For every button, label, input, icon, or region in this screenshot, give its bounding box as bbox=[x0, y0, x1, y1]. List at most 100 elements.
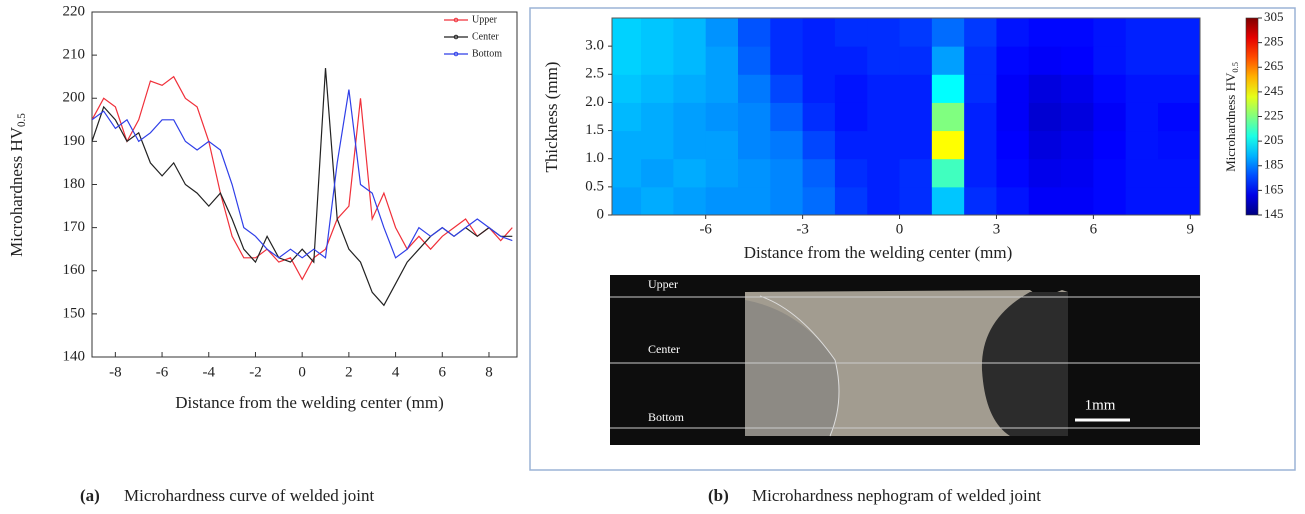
heatmap-cell bbox=[770, 102, 804, 132]
heatmap-cell bbox=[964, 130, 997, 160]
heatmap-cell bbox=[641, 18, 674, 47]
heatmap-cell bbox=[641, 130, 674, 160]
heatmap-cell bbox=[834, 46, 868, 75]
colorbar-tick-label: 145 bbox=[1264, 206, 1284, 221]
heatmap-cell bbox=[899, 102, 933, 132]
heatmap-cell bbox=[705, 46, 739, 75]
colorbar-tick-label: 225 bbox=[1264, 107, 1284, 122]
heatmap-cell bbox=[738, 102, 771, 132]
x-tick-label: 2 bbox=[345, 364, 353, 380]
y-tick-label: 1.5 bbox=[585, 122, 604, 138]
heatmap-cell bbox=[612, 158, 642, 188]
heatmap-cell bbox=[1028, 46, 1062, 75]
heatmap-cell bbox=[867, 74, 901, 103]
x-axis-label: Distance from the welding center (mm) bbox=[744, 243, 1013, 262]
heatmap-cell bbox=[834, 158, 868, 188]
series-line bbox=[92, 68, 513, 307]
colorbar-tick-label: 285 bbox=[1264, 34, 1284, 49]
heatmap-cells bbox=[612, 18, 1200, 215]
heatmap-cell bbox=[612, 102, 642, 132]
heatmap-cell bbox=[1061, 18, 1094, 47]
heatmap-cell bbox=[834, 130, 868, 160]
heatmap-cell bbox=[1061, 158, 1094, 188]
heatmap-cell bbox=[964, 158, 997, 188]
heatmap-cell bbox=[996, 130, 1030, 160]
x-tick-label: 0 bbox=[298, 364, 306, 380]
caption-label: (b) bbox=[708, 486, 729, 505]
y-tick-label: 0.5 bbox=[585, 178, 604, 194]
x-tick-label: -2 bbox=[249, 364, 262, 380]
x-tick-label: -4 bbox=[203, 364, 216, 380]
y-tick-label: 160 bbox=[63, 262, 86, 278]
heatmap-cell bbox=[612, 186, 642, 215]
caption: Microhardness curve of welded joint bbox=[124, 486, 374, 505]
heatmap-cell bbox=[705, 74, 739, 103]
heatmap-cell bbox=[1061, 130, 1094, 160]
heatmap-cell bbox=[1028, 18, 1062, 47]
scale-bar-label: 1mm bbox=[1085, 397, 1116, 413]
heatmap-cell bbox=[802, 18, 836, 47]
heatmap-cell bbox=[738, 130, 771, 160]
micrograph bbox=[610, 275, 1200, 445]
heatmap-cell bbox=[996, 158, 1030, 188]
legend-label: Bottom bbox=[472, 48, 502, 59]
heatmap-cell bbox=[612, 18, 642, 47]
heatmap-cell bbox=[931, 102, 965, 132]
heatmap-cell bbox=[738, 74, 771, 103]
heatmap-cell bbox=[1125, 18, 1159, 47]
heatmap-cell bbox=[1028, 74, 1062, 103]
heatmap-cell bbox=[770, 74, 804, 103]
heatmap-cell bbox=[612, 130, 642, 160]
legend-marker bbox=[453, 34, 459, 40]
heatmap-cell bbox=[1125, 102, 1159, 132]
heatmap-cell bbox=[1093, 102, 1127, 132]
y-tick-label: 0 bbox=[597, 206, 605, 222]
heatmap-cell bbox=[673, 158, 707, 188]
label-subscript: 0.5 bbox=[16, 113, 28, 127]
colorbar-tick-label: 185 bbox=[1264, 157, 1284, 172]
heatmap-cell bbox=[1158, 102, 1200, 132]
series-line bbox=[92, 75, 513, 281]
x-tick-label: 9 bbox=[1187, 221, 1195, 237]
heatmap-cell bbox=[641, 74, 674, 103]
colorbar-tick-label: 305 bbox=[1264, 9, 1284, 24]
heatmap-cell bbox=[738, 158, 771, 188]
plot-frame bbox=[91, 11, 518, 358]
heatmap-cell bbox=[673, 186, 707, 215]
heatmap-cell bbox=[802, 102, 836, 132]
heatmap-cell bbox=[673, 102, 707, 132]
heatmap-cell bbox=[996, 102, 1030, 132]
heatmap-cell bbox=[899, 46, 933, 75]
heatmap-cell bbox=[1093, 74, 1127, 103]
heatmap-cell bbox=[802, 130, 836, 160]
heatmap-cell bbox=[1093, 186, 1127, 215]
heatmap-cell bbox=[964, 186, 997, 215]
x-tick-label: -6 bbox=[699, 221, 712, 237]
heatmap-cell bbox=[867, 158, 901, 188]
y-axis-label: Thickness (mm) bbox=[542, 62, 561, 173]
heatmap-cell bbox=[1028, 158, 1062, 188]
heatmap-cell bbox=[1158, 46, 1200, 75]
heatmap-cell bbox=[996, 18, 1030, 47]
heatmap-cell bbox=[931, 130, 965, 160]
heatmap-cell bbox=[996, 186, 1030, 215]
y-tick-label: 220 bbox=[63, 3, 86, 19]
heatmap-cell bbox=[931, 74, 965, 103]
y-tick-label: 190 bbox=[63, 133, 86, 149]
heatmap-cell bbox=[899, 158, 933, 188]
heatmap-cell bbox=[802, 158, 836, 188]
heatmap-cell bbox=[641, 102, 674, 132]
heatmap-cell bbox=[1158, 186, 1200, 215]
heatmap-cell bbox=[1093, 130, 1127, 160]
y-tick-label: 2.0 bbox=[585, 94, 604, 110]
heatmap-cell bbox=[834, 186, 868, 215]
y-tick-label: 2.5 bbox=[585, 66, 604, 82]
heatmap-cell bbox=[641, 186, 674, 215]
heatmap-cell bbox=[996, 46, 1030, 75]
heatmap-cell bbox=[899, 18, 933, 47]
heatmap-cell bbox=[705, 158, 739, 188]
heatmap-cell bbox=[899, 130, 933, 160]
heatmap-cell bbox=[738, 18, 771, 47]
